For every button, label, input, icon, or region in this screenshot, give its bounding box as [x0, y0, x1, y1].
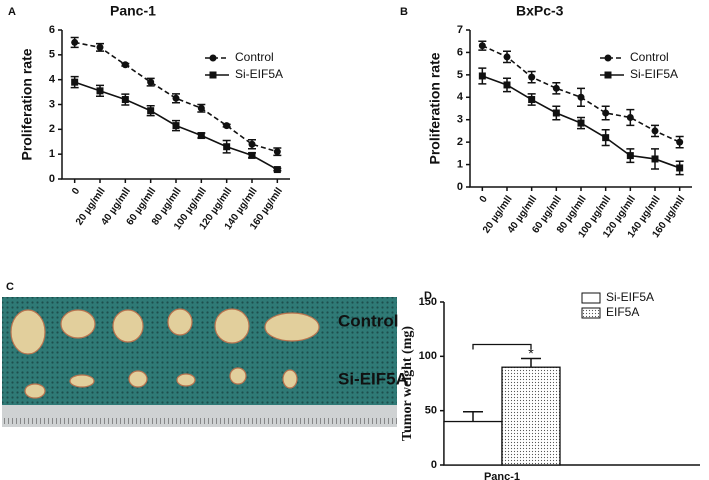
photo-label: Si-EIF5A — [338, 369, 408, 388]
marker — [552, 84, 560, 92]
y-tick-label: 0 — [457, 181, 463, 193]
y-axis-title: Tumor weight (mg) — [400, 326, 415, 441]
bar — [443, 420, 503, 466]
marker — [209, 54, 217, 62]
y-tick-label: 3 — [457, 114, 463, 126]
y-axis-title: Proliferation rate — [427, 52, 443, 164]
marker — [197, 132, 205, 140]
marker — [121, 96, 129, 104]
legend-label: EIF5A — [606, 305, 639, 319]
legend-label: Si-EIF5A — [606, 290, 654, 304]
marker — [604, 71, 612, 79]
y-tick-label: 5 — [49, 49, 55, 61]
marker — [147, 107, 155, 115]
legend-label: Control — [630, 50, 669, 64]
y-tick-label: 150 — [419, 296, 437, 308]
panel-letter: B — [400, 6, 408, 18]
marker — [528, 96, 536, 104]
marker — [626, 152, 634, 160]
panel-letter: A — [8, 6, 16, 18]
y-tick-label: 2 — [49, 123, 55, 135]
significance-bracket — [472, 343, 532, 350]
marker — [503, 53, 511, 61]
marker — [273, 148, 281, 156]
annotation: * — [528, 345, 534, 361]
marker — [651, 155, 659, 163]
marker — [248, 151, 256, 159]
marker — [651, 127, 659, 135]
marker — [604, 54, 612, 62]
marker — [602, 134, 610, 142]
marker — [503, 81, 511, 89]
marker — [676, 164, 684, 172]
error-bar — [463, 411, 483, 422]
marker — [577, 119, 585, 127]
x-tick-label: Panc-1 — [484, 471, 520, 480]
y-tick-label: 5 — [457, 69, 463, 81]
marker — [478, 72, 486, 80]
marker — [172, 122, 180, 130]
marker — [223, 122, 231, 130]
marker — [602, 109, 610, 117]
chart-title: Panc-1 — [110, 3, 156, 19]
legend-swatch — [581, 292, 601, 304]
photo — [2, 297, 397, 427]
y-tick-label: 4 — [49, 74, 56, 86]
legend-swatch — [581, 307, 601, 319]
marker — [552, 109, 560, 117]
y-tick-label: 50 — [425, 405, 437, 417]
marker — [528, 73, 536, 81]
y-tick-label: 6 — [457, 46, 463, 58]
marker — [209, 71, 217, 79]
y-tick-label: 6 — [49, 24, 55, 36]
y-tick-label: 0 — [49, 173, 55, 185]
legend-label: Control — [235, 50, 274, 64]
legend-label: Si-EIF5A — [630, 67, 678, 81]
marker — [71, 38, 79, 46]
bar — [501, 366, 561, 466]
marker — [172, 94, 180, 102]
y-tick-label: 7 — [457, 24, 463, 36]
y-axis-title: Proliferation rate — [19, 48, 35, 160]
y-tick-label: 1 — [457, 158, 463, 170]
marker — [96, 43, 104, 51]
marker — [577, 93, 585, 101]
marker — [147, 78, 155, 86]
marker — [478, 42, 486, 50]
legend-label: Si-EIF5A — [235, 67, 283, 81]
y-tick-label: 3 — [49, 98, 55, 110]
marker — [96, 87, 104, 95]
y-tick-label: 0 — [431, 459, 437, 471]
x-tick-label: 0 — [70, 186, 82, 197]
marker — [121, 61, 129, 69]
panel-letter: C — [6, 281, 14, 293]
line — [74, 41, 278, 153]
y-tick-label: 4 — [457, 91, 464, 103]
marker — [223, 143, 231, 151]
marker — [71, 78, 79, 86]
error-bar — [521, 357, 541, 368]
y-tick-label: 100 — [419, 350, 437, 362]
x-tick-label: 0 — [478, 194, 490, 205]
marker — [676, 138, 684, 146]
marker — [248, 140, 256, 148]
panel-letter: D — [424, 290, 432, 302]
marker — [197, 104, 205, 112]
marker — [273, 166, 281, 174]
chart-title: BxPc-3 — [516, 3, 564, 19]
marker — [626, 113, 634, 121]
y-tick-label: 2 — [457, 136, 463, 148]
photo-label: Control — [338, 311, 398, 330]
y-tick-label: 1 — [49, 148, 55, 160]
